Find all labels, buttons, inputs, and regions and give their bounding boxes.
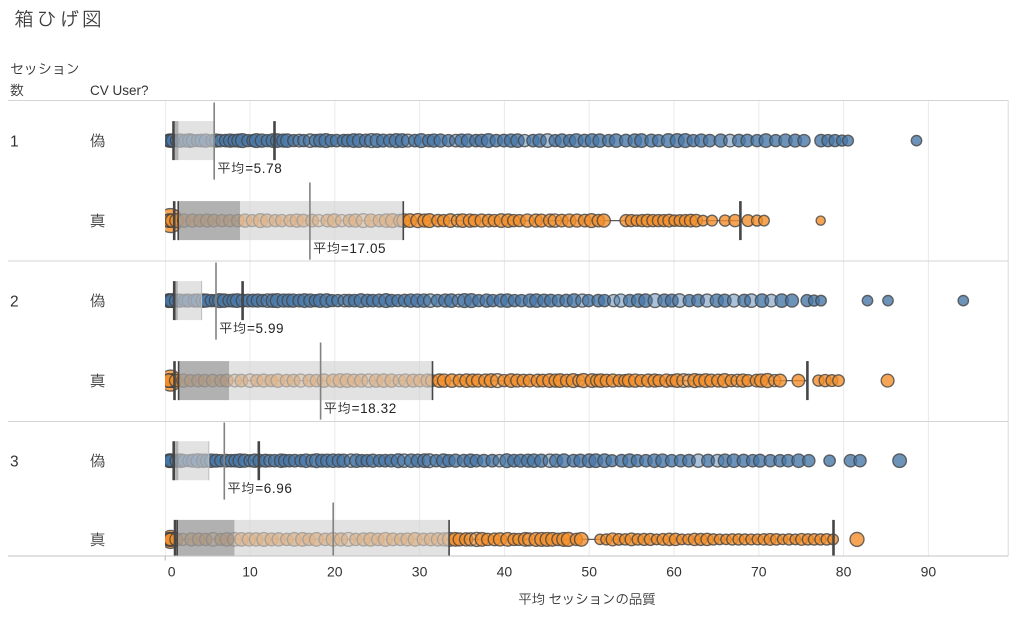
svg-text:3: 3 [10, 453, 19, 470]
svg-text:40: 40 [497, 564, 513, 580]
svg-text:=6.96: =6.96 [255, 481, 292, 496]
svg-text:30: 30 [412, 564, 428, 580]
svg-text:20: 20 [327, 564, 343, 580]
svg-text:80: 80 [836, 564, 852, 580]
svg-text:10: 10 [242, 564, 258, 580]
svg-text:90: 90 [921, 564, 937, 580]
svg-text:=17.05: =17.05 [341, 241, 386, 256]
svg-text:0: 0 [168, 564, 176, 580]
svg-text:=5.99: =5.99 [247, 321, 284, 336]
svg-text:2: 2 [10, 293, 19, 310]
svg-text:CV User?: CV User? [90, 83, 149, 98]
svg-text:50: 50 [581, 564, 597, 580]
svg-text:60: 60 [666, 564, 682, 580]
svg-text:=18.32: =18.32 [352, 401, 397, 416]
svg-text:1: 1 [10, 133, 19, 150]
svg-text:=5.78: =5.78 [245, 161, 282, 176]
svg-text:70: 70 [751, 564, 767, 580]
